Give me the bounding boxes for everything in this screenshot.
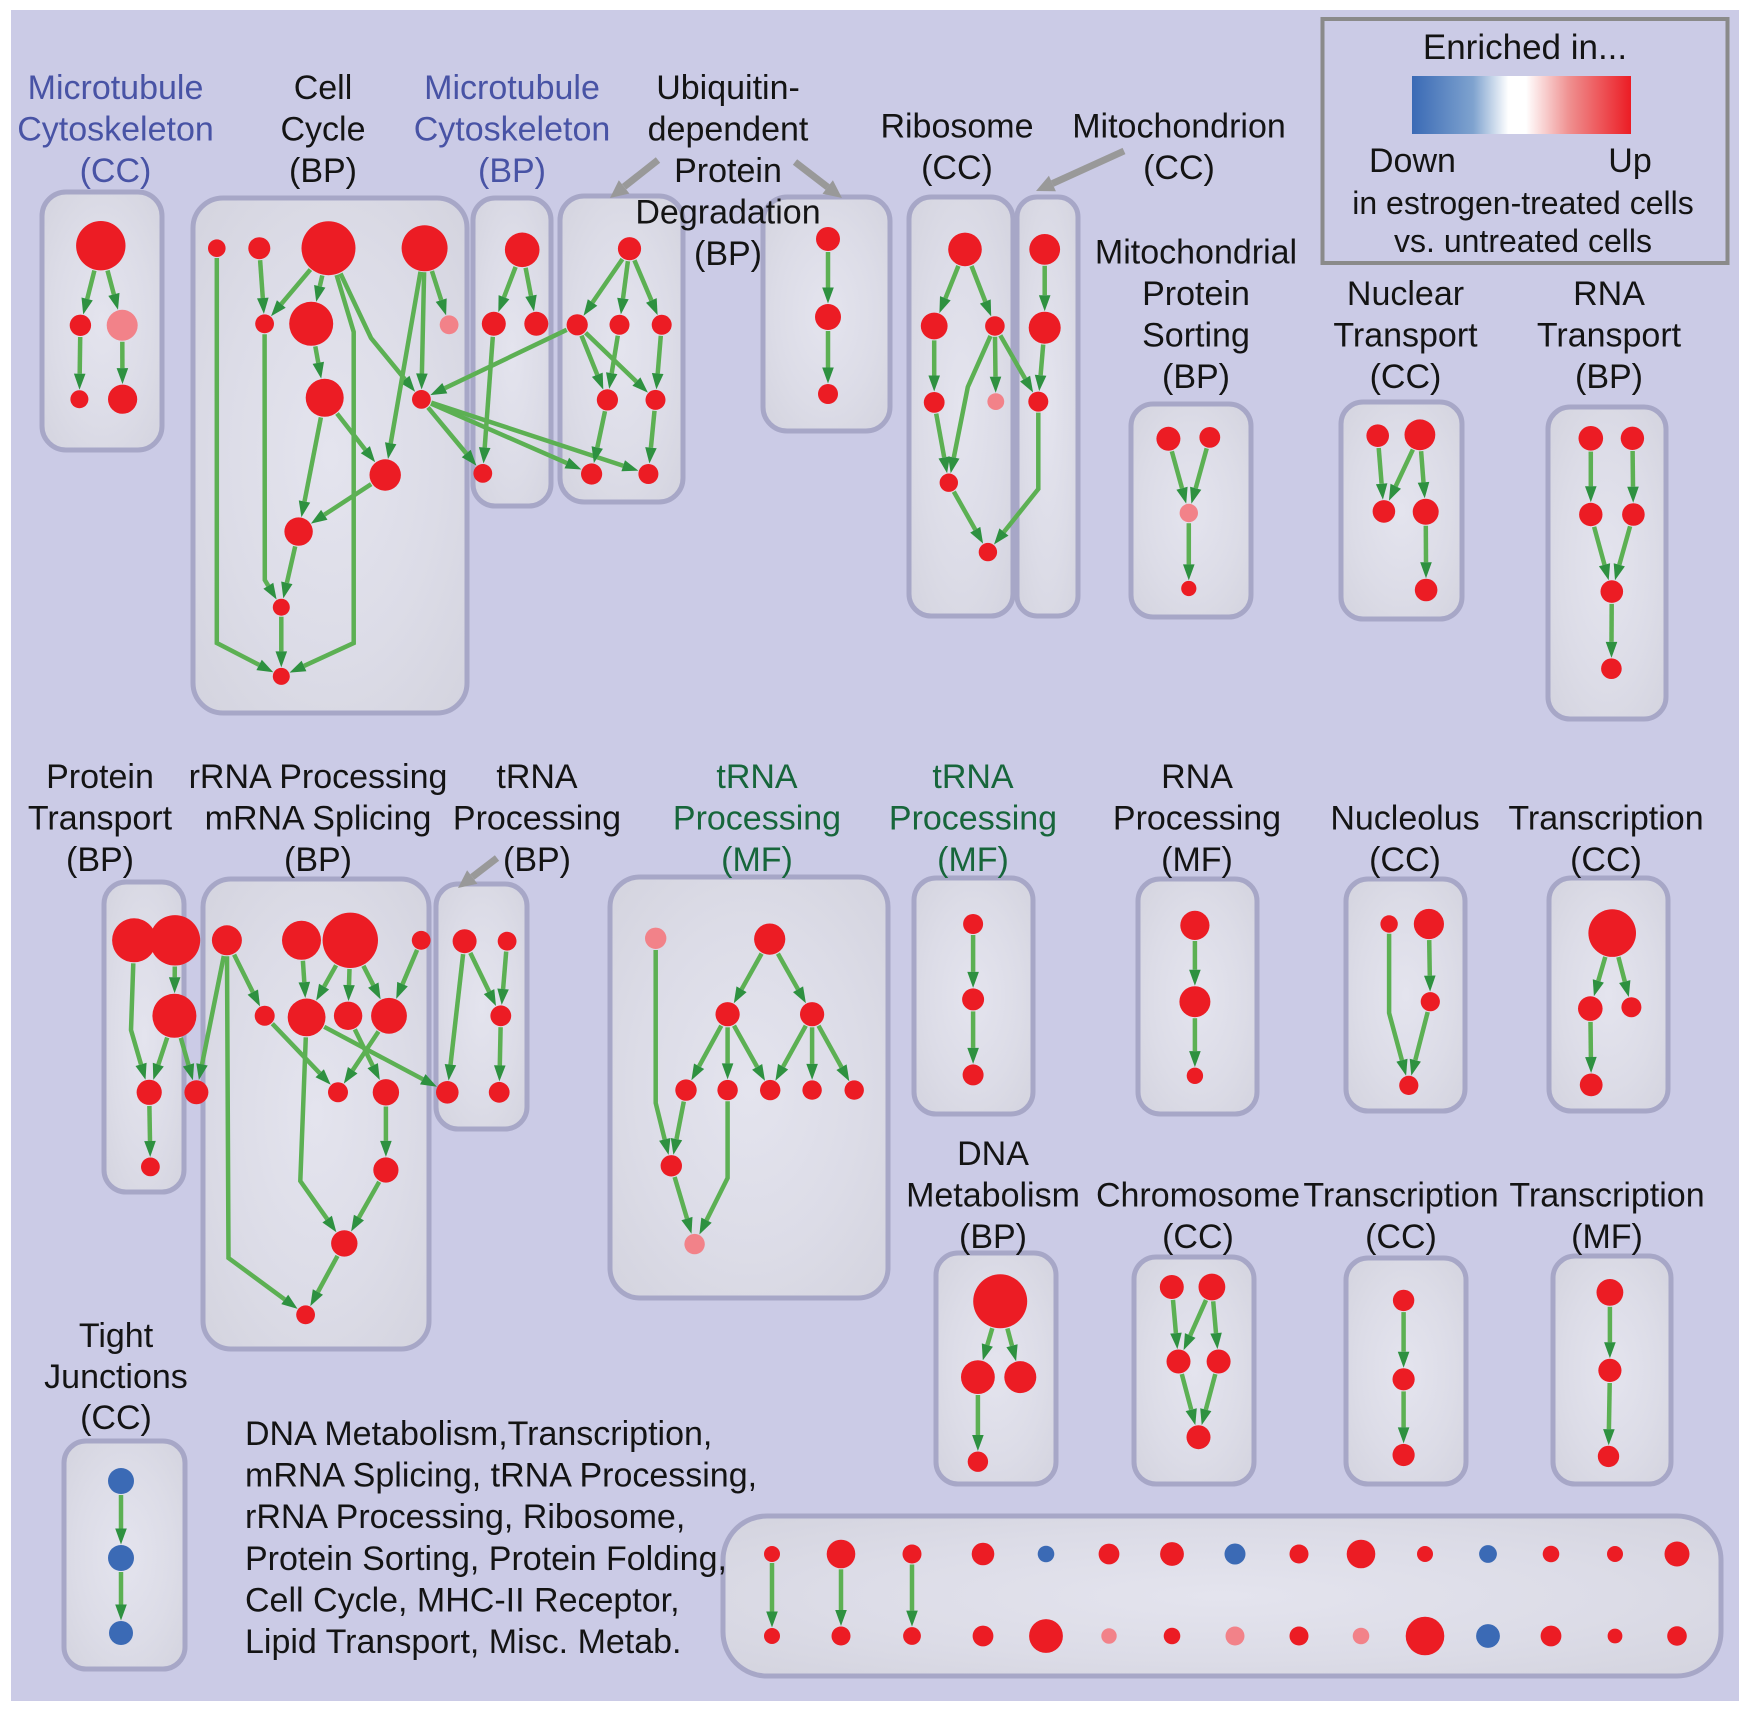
svg-text:Lipid Transport, Misc. Metab.: Lipid Transport, Misc. Metab. (245, 1623, 682, 1661)
svg-text:Metabolism: Metabolism (906, 1177, 1080, 1215)
svg-text:Cytoskeleton: Cytoskeleton (17, 111, 214, 149)
svg-text:(CC): (CC) (921, 149, 993, 187)
svg-text:Mitochondrial: Mitochondrial (1095, 234, 1297, 272)
svg-text:(CC): (CC) (1162, 1218, 1234, 1256)
svg-text:(CC): (CC) (80, 152, 152, 190)
svg-text:rRNA Processing, Ribosome,: rRNA Processing, Ribosome, (245, 1498, 685, 1536)
svg-text:(MF): (MF) (1571, 1218, 1643, 1256)
svg-text:(BP): (BP) (959, 1218, 1027, 1256)
svg-text:Transcription: Transcription (1303, 1177, 1498, 1215)
svg-text:Microtubule: Microtubule (28, 69, 204, 107)
svg-text:Cell: Cell (294, 69, 353, 107)
svg-text:Processing: Processing (453, 800, 621, 838)
svg-text:Transcription: Transcription (1508, 800, 1703, 838)
svg-text:tRNA: tRNA (496, 758, 578, 796)
svg-text:(BP): (BP) (694, 235, 762, 273)
svg-text:Protein: Protein (1142, 275, 1250, 313)
svg-text:Protein: Protein (46, 758, 154, 796)
svg-text:(MF): (MF) (1161, 841, 1233, 879)
svg-text:(CC): (CC) (80, 1399, 152, 1437)
svg-text:Down: Down (1369, 142, 1456, 180)
svg-text:Sorting: Sorting (1142, 317, 1250, 355)
svg-text:Degradation: Degradation (635, 194, 820, 232)
svg-text:dependent: dependent (648, 111, 809, 149)
svg-text:(BP): (BP) (1162, 358, 1230, 396)
svg-text:Protein Sorting, Protein Foldi: Protein Sorting, Protein Folding, (245, 1540, 727, 1578)
svg-text:DNA: DNA (957, 1135, 1029, 1173)
svg-text:Processing: Processing (889, 800, 1057, 838)
svg-text:Enriched in...: Enriched in... (1423, 28, 1627, 67)
svg-text:(BP): (BP) (66, 841, 134, 879)
svg-text:vs. untreated cells: vs. untreated cells (1394, 223, 1652, 259)
svg-text:(BP): (BP) (289, 152, 357, 190)
svg-text:Processing: Processing (673, 800, 841, 838)
svg-text:Nucleolus: Nucleolus (1330, 800, 1479, 838)
svg-text:(CC): (CC) (1365, 1218, 1437, 1256)
svg-text:Transport: Transport (28, 800, 173, 838)
svg-text:mRNA Splicing: mRNA Splicing (205, 800, 432, 838)
svg-text:(CC): (CC) (1369, 841, 1441, 879)
svg-text:Cytoskeleton: Cytoskeleton (414, 111, 611, 149)
svg-text:(BP): (BP) (503, 841, 571, 879)
svg-text:Processing: Processing (1113, 800, 1281, 838)
svg-text:(CC): (CC) (1143, 149, 1215, 187)
svg-text:Mitochondrion: Mitochondrion (1072, 108, 1286, 146)
svg-text:RNA: RNA (1161, 758, 1233, 796)
svg-text:tRNA: tRNA (932, 758, 1014, 796)
svg-text:Transport: Transport (1333, 317, 1478, 355)
svg-text:Transcription: Transcription (1509, 1177, 1704, 1215)
svg-text:(MF): (MF) (721, 841, 793, 879)
svg-text:DNA Metabolism,Transcription,: DNA Metabolism,Transcription, (245, 1415, 712, 1453)
svg-text:(BP): (BP) (284, 841, 352, 879)
svg-text:Protein: Protein (674, 152, 782, 190)
svg-text:Up: Up (1608, 142, 1651, 180)
svg-text:(BP): (BP) (478, 152, 546, 190)
svg-text:Ribosome: Ribosome (880, 108, 1033, 146)
svg-text:Chromosome: Chromosome (1096, 1177, 1300, 1215)
svg-text:tRNA: tRNA (716, 758, 798, 796)
svg-text:Transport: Transport (1537, 317, 1682, 355)
svg-text:rRNA Processing: rRNA Processing (189, 758, 448, 796)
svg-text:RNA: RNA (1573, 275, 1645, 313)
svg-text:(CC): (CC) (1570, 841, 1642, 879)
svg-text:(BP): (BP) (1575, 358, 1643, 396)
svg-text:Microtubule: Microtubule (424, 69, 600, 107)
svg-text:(CC): (CC) (1370, 358, 1442, 396)
svg-text:in estrogen-treated cells: in estrogen-treated cells (1352, 185, 1694, 221)
svg-text:(MF): (MF) (937, 841, 1009, 879)
svg-text:Ubiquitin-: Ubiquitin- (656, 69, 800, 107)
svg-text:Tight: Tight (79, 1317, 154, 1355)
svg-text:Junctions: Junctions (44, 1358, 188, 1396)
svg-text:mRNA Splicing, tRNA Processing: mRNA Splicing, tRNA Processing, (245, 1457, 757, 1495)
svg-text:Cycle: Cycle (280, 111, 365, 149)
svg-text:Nuclear: Nuclear (1347, 275, 1464, 313)
svg-text:Cell Cycle, MHC-II Receptor,: Cell Cycle, MHC-II Receptor, (245, 1581, 680, 1619)
